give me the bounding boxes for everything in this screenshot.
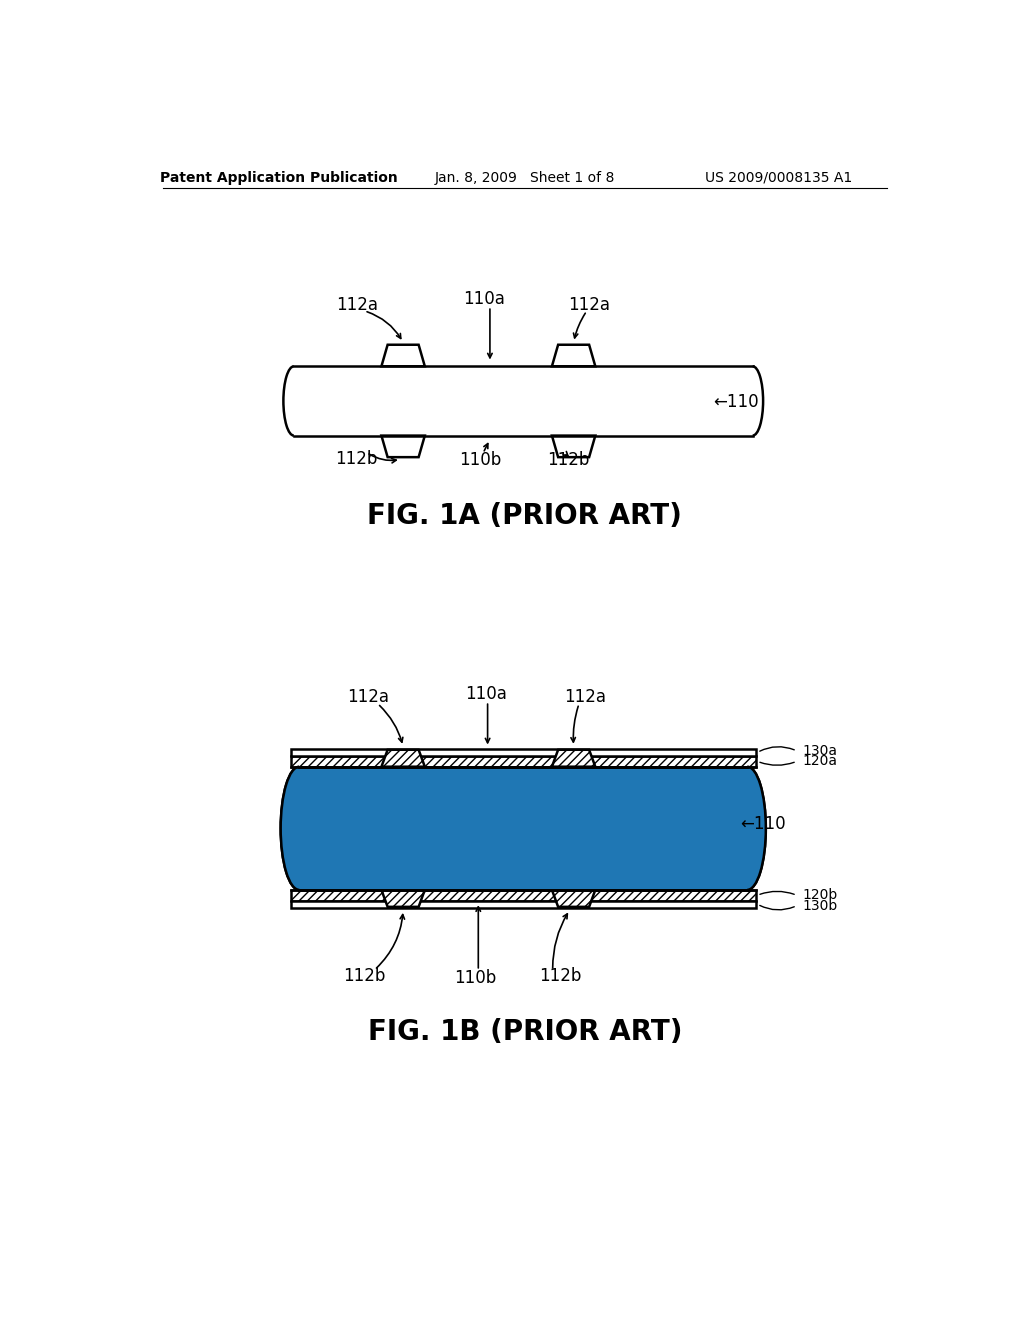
Text: 110b: 110b — [454, 969, 497, 986]
Polygon shape — [381, 345, 425, 367]
Text: FIG. 1A (PRIOR ART): FIG. 1A (PRIOR ART) — [368, 503, 682, 531]
Text: 110a: 110a — [465, 685, 507, 704]
Text: 112b: 112b — [336, 450, 378, 467]
Text: 120a: 120a — [802, 754, 838, 768]
Text: 112b: 112b — [547, 451, 590, 469]
Text: Jan. 8, 2009   Sheet 1 of 8: Jan. 8, 2009 Sheet 1 of 8 — [434, 170, 615, 185]
Text: 112a: 112a — [347, 689, 389, 706]
Text: 112a: 112a — [564, 689, 606, 706]
Bar — [291, 890, 756, 900]
Polygon shape — [281, 767, 766, 890]
Polygon shape — [381, 890, 425, 907]
Text: FIG. 1B (PRIOR ART): FIG. 1B (PRIOR ART) — [368, 1018, 682, 1047]
Text: 120b: 120b — [802, 888, 838, 903]
Bar — [291, 900, 756, 908]
Polygon shape — [381, 750, 425, 767]
Text: 112b: 112b — [540, 968, 582, 985]
Bar — [291, 748, 756, 756]
Text: 112a: 112a — [568, 296, 610, 314]
Polygon shape — [552, 750, 595, 767]
Text: 112b: 112b — [343, 968, 386, 985]
Text: 110a: 110a — [464, 290, 506, 309]
Polygon shape — [281, 767, 766, 890]
Polygon shape — [552, 436, 595, 457]
Text: ←110: ←110 — [740, 816, 785, 833]
Text: 112a: 112a — [336, 296, 378, 314]
Bar — [291, 756, 756, 767]
Polygon shape — [284, 367, 763, 436]
Polygon shape — [381, 436, 425, 457]
Polygon shape — [552, 890, 595, 907]
Polygon shape — [552, 345, 595, 367]
Text: 110b: 110b — [460, 451, 502, 469]
Text: 130a: 130a — [802, 744, 838, 758]
Text: US 2009/0008135 A1: US 2009/0008135 A1 — [706, 170, 853, 185]
Text: ←110: ←110 — [713, 393, 759, 412]
Text: Patent Application Publication: Patent Application Publication — [160, 170, 398, 185]
Text: 130b: 130b — [802, 899, 838, 912]
